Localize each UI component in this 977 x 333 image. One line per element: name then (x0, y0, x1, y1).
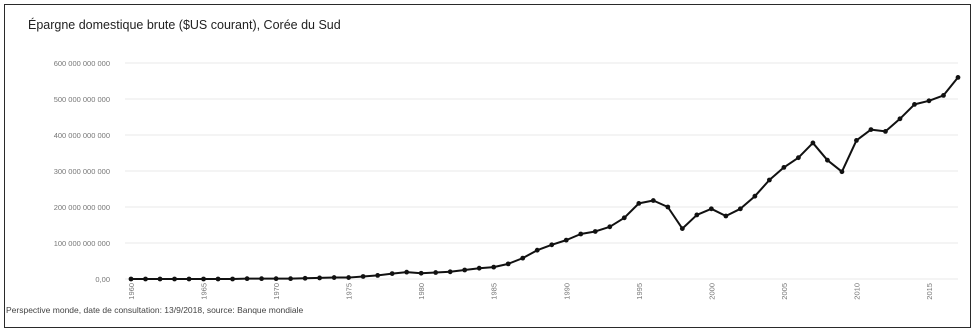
series-line (131, 76, 959, 280)
data-point[interactable] (534, 247, 540, 253)
data-point[interactable] (650, 198, 656, 203)
data-point[interactable] (868, 127, 874, 132)
data-point[interactable] (563, 237, 569, 243)
data-point[interactable] (128, 276, 134, 282)
gridlines (125, 62, 958, 280)
data-point[interactable] (520, 255, 526, 261)
data-point[interactable] (505, 261, 511, 267)
data-point[interactable] (607, 224, 613, 230)
data-point[interactable] (578, 231, 584, 237)
data-point[interactable] (186, 276, 192, 282)
data-point[interactable] (462, 267, 468, 273)
data-point[interactable] (476, 265, 482, 271)
data-point[interactable] (839, 169, 845, 175)
data-point[interactable] (447, 269, 453, 275)
data-point[interactable] (781, 165, 787, 170)
data-point[interactable] (912, 102, 917, 107)
series-layer (128, 75, 961, 282)
data-point[interactable] (708, 206, 714, 212)
data-point[interactable] (883, 129, 888, 134)
data-point[interactable] (679, 226, 685, 232)
x-tick-label: 2015 (925, 283, 934, 300)
chart-title: Épargne domestique brute ($US courant), … (28, 18, 341, 32)
x-tick-label: 2000 (707, 283, 716, 300)
x-tick-label: 1970 (272, 283, 281, 300)
y-tick-label: 300 000 000 000 (54, 167, 110, 176)
data-point[interactable] (389, 271, 395, 276)
y-tick-label: 0,00 (95, 275, 110, 284)
data-point[interactable] (346, 275, 352, 280)
data-point[interactable] (404, 269, 410, 275)
data-point[interactable] (143, 276, 148, 282)
x-tick-label: 1980 (417, 283, 426, 300)
data-point[interactable] (549, 242, 555, 248)
data-point[interactable] (592, 229, 598, 234)
chart-frame (4, 4, 971, 328)
data-point[interactable] (737, 206, 743, 212)
x-tick-label: 1965 (200, 283, 209, 300)
data-point[interactable] (288, 276, 293, 282)
data-point[interactable] (375, 273, 381, 278)
data-point[interactable] (796, 155, 801, 161)
x-tick-label: 1995 (635, 283, 644, 300)
x-axis: 1960 1965 1970 1975 1980 1985 1990 1995 2000 2005… (127, 283, 934, 300)
data-point[interactable] (172, 276, 177, 282)
data-point[interactable] (433, 270, 439, 275)
x-tick-label: 1960 (127, 283, 136, 300)
data-point[interactable] (636, 201, 642, 206)
data-point[interactable] (273, 276, 279, 282)
y-tick-label: 500 000 000 000 (54, 95, 110, 104)
data-point[interactable] (766, 177, 772, 183)
data-point[interactable] (723, 213, 729, 219)
data-point[interactable] (302, 275, 308, 281)
data-point[interactable] (230, 276, 235, 282)
data-point[interactable] (418, 270, 424, 276)
data-point[interactable] (157, 276, 163, 282)
y-tick-label: 400 000 000 000 (54, 131, 110, 140)
x-tick-label: 2010 (852, 283, 861, 300)
data-point[interactable] (854, 138, 859, 143)
data-point[interactable] (752, 193, 758, 199)
data-point[interactable] (621, 215, 627, 221)
data-point[interactable] (825, 157, 830, 163)
x-tick-label: 2005 (780, 283, 789, 300)
data-point[interactable] (317, 275, 323, 281)
data-point[interactable] (955, 75, 961, 80)
data-point[interactable] (926, 98, 932, 104)
data-point[interactable] (360, 274, 366, 279)
x-tick-label: 1990 (562, 283, 571, 300)
data-point[interactable] (897, 116, 903, 122)
data-point[interactable] (810, 140, 816, 146)
y-axis: 0,00 100 000 000 000 200 000 000 000 300 00… (54, 59, 110, 284)
x-tick-label: 1985 (490, 283, 499, 300)
data-point[interactable] (694, 212, 700, 218)
data-point[interactable] (259, 276, 264, 282)
y-tick-label: 100 000 000 000 (54, 239, 110, 248)
y-tick-label: 200 000 000 000 (54, 203, 110, 212)
y-tick-label: 600 000 000 000 (54, 59, 110, 68)
data-point[interactable] (665, 204, 671, 210)
data-point[interactable] (331, 275, 337, 280)
data-point[interactable] (941, 93, 946, 98)
data-point[interactable] (491, 264, 497, 270)
x-tick-label: 1975 (345, 283, 354, 300)
data-point[interactable] (215, 276, 221, 282)
source-note: Perspective monde, date de consultation:… (6, 305, 304, 315)
data-point[interactable] (244, 276, 250, 282)
data-point[interactable] (201, 276, 206, 282)
